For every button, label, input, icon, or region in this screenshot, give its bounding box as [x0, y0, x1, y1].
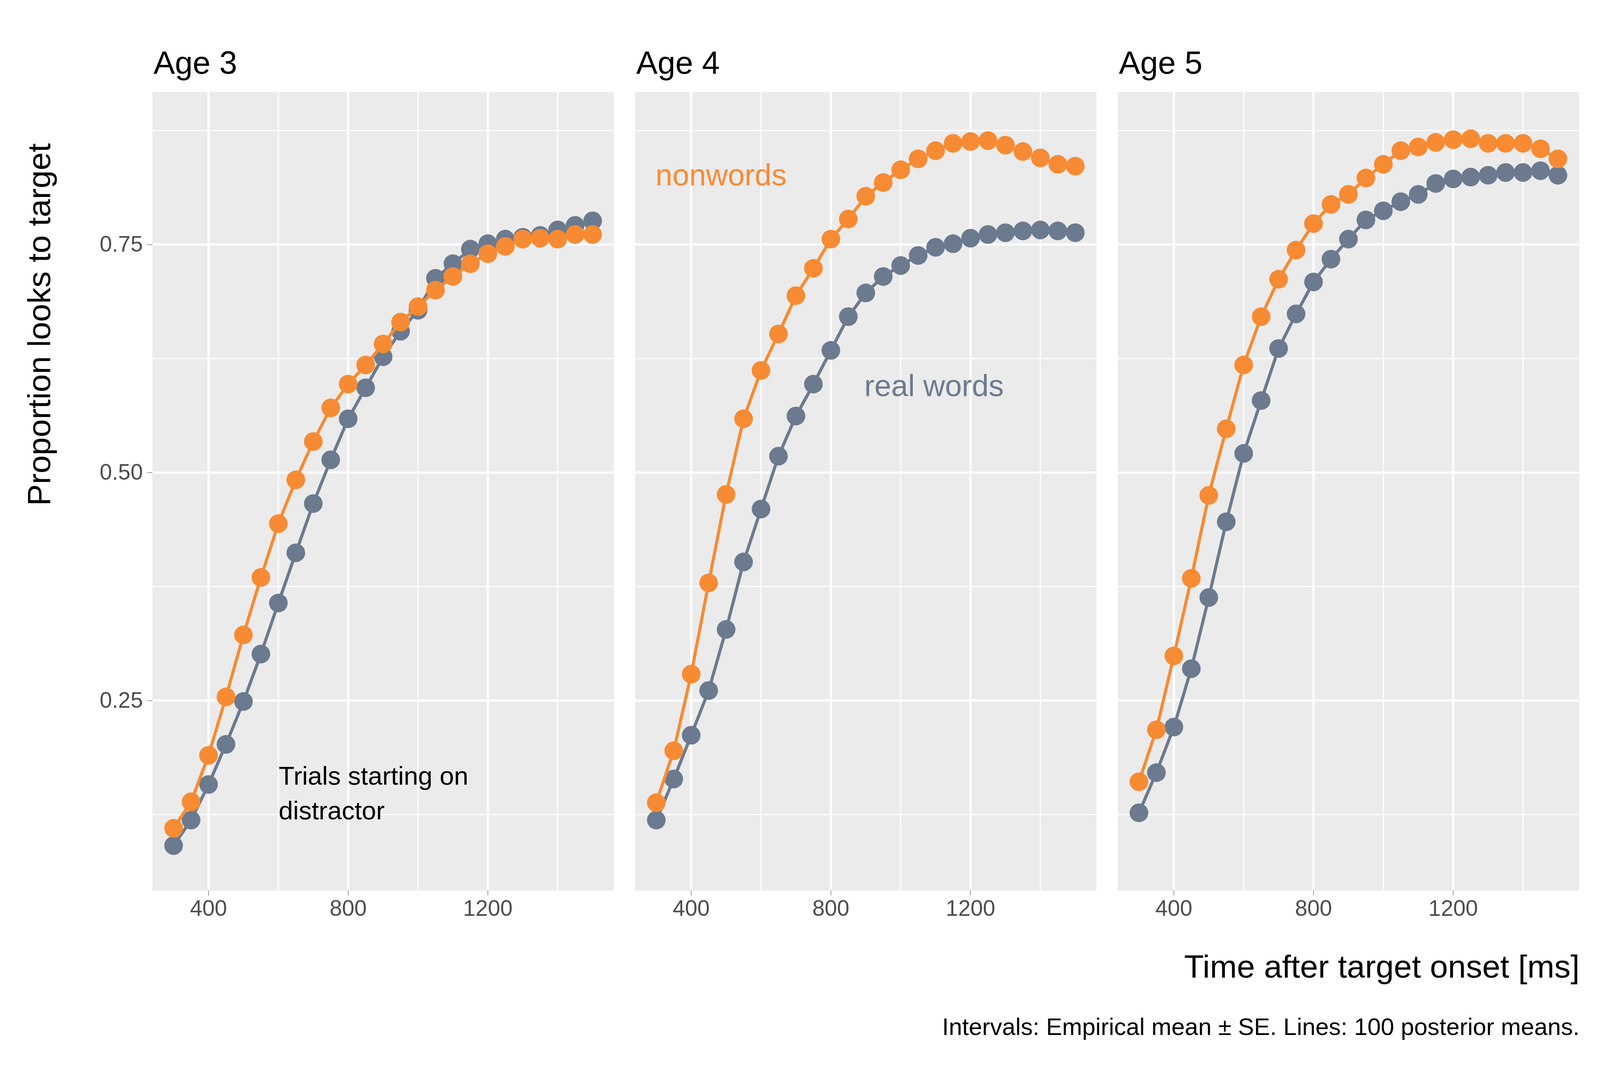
svg-text:400: 400 — [1155, 895, 1192, 921]
svg-text:0.75: 0.75 — [99, 231, 143, 257]
svg-text:Age 5: Age 5 — [1119, 44, 1203, 81]
svg-text:800: 800 — [812, 895, 850, 921]
svg-text:Age 4: Age 4 — [636, 44, 720, 81]
svg-text:400: 400 — [672, 895, 710, 921]
svg-text:1200: 1200 — [945, 895, 996, 921]
html-text:Time after target onset [ms]: Time after target onset [ms] — [1184, 948, 1580, 984]
svg-text:Age 3: Age 3 — [153, 44, 238, 81]
html-text:Intervals: Empirical mean ± SE: Intervals: Empirical mean ± SE. Lines: 1… — [942, 1012, 1580, 1040]
svg-text:1200: 1200 — [463, 895, 513, 921]
svg-text:Trials starting ondistractor: Trials starting ondistractor — [278, 760, 469, 825]
svg-text:800: 800 — [1295, 895, 1332, 921]
svg-text:0.25: 0.25 — [99, 687, 143, 713]
svg-text:800: 800 — [329, 895, 367, 921]
svg-text:nonwords: nonwords — [655, 157, 787, 192]
svg-text:0.50: 0.50 — [99, 459, 143, 485]
svg-text:400: 400 — [189, 895, 227, 921]
html-text:Proportion looks to target: Proportion looks to target — [20, 143, 57, 506]
svg-text:real words: real words — [864, 368, 1004, 403]
svg-text:1200: 1200 — [1428, 895, 1478, 921]
